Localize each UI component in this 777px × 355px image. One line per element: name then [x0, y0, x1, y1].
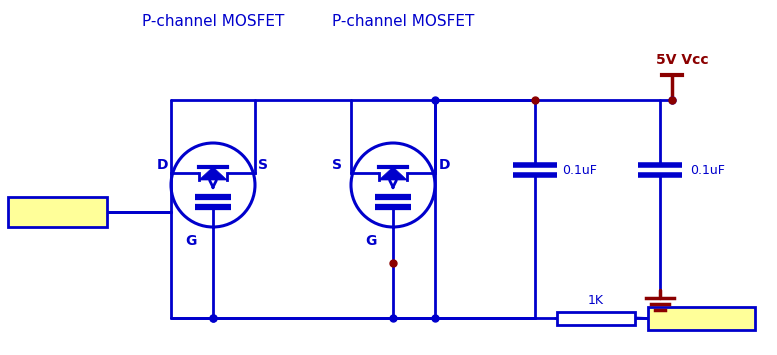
Text: S: S: [258, 158, 268, 172]
Polygon shape: [199, 167, 227, 180]
Text: 0.1uF: 0.1uF: [563, 164, 598, 176]
FancyBboxPatch shape: [557, 311, 635, 324]
Text: 1K: 1K: [588, 294, 604, 306]
Text: G: G: [185, 234, 197, 248]
Text: D: D: [157, 158, 169, 172]
Text: G: G: [365, 234, 377, 248]
Text: P-channel MOSFET: P-channel MOSFET: [332, 15, 474, 29]
Text: TO PWREN: TO PWREN: [666, 312, 737, 325]
FancyBboxPatch shape: [648, 307, 755, 330]
Text: 0.1uF: 0.1uF: [691, 164, 726, 176]
Text: TO USB PLUG: TO USB PLUG: [13, 206, 102, 218]
Text: S: S: [332, 158, 342, 172]
FancyBboxPatch shape: [8, 197, 107, 227]
Polygon shape: [379, 167, 407, 180]
Text: P-channel MOSFET: P-channel MOSFET: [142, 15, 284, 29]
Text: D: D: [439, 158, 451, 172]
Text: 5V Vcc: 5V Vcc: [656, 53, 709, 67]
